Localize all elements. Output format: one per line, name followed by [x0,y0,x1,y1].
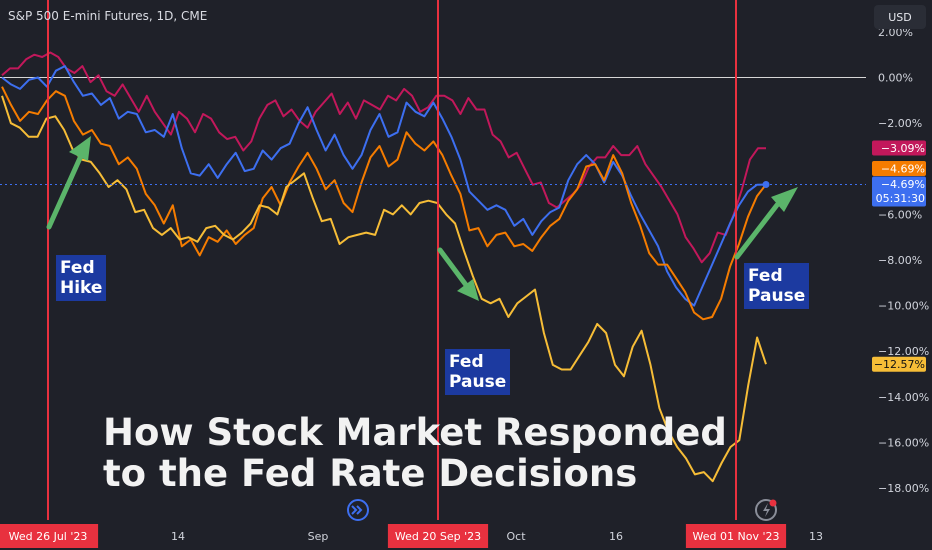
fed-pause-annotation: Fed Pause [744,263,810,309]
series-line-0 [1,51,766,264]
series-layer [0,51,866,483]
time-scale: Wed 26 Jul '23 14 Sep Wed 20 Sep '23 Oct 16 We… [0,524,823,548]
x-tick-label: 14 [171,530,185,543]
event-date-badge [685,524,787,548]
x-tick-label: 16 [609,530,623,543]
event-date-badge [0,524,99,548]
annotation-line: Pause [748,286,806,306]
series-line-3 [1,95,767,483]
flash-alert-icon[interactable] [755,499,777,521]
event-lines-layer [47,0,737,520]
y-tick-label: −8.00% [878,254,922,267]
last-value-label: −4.69% [881,178,925,191]
currency-button[interactable]: USD [874,5,926,29]
x-tick-label: Wed 01 Nov '23 [693,530,780,543]
last-value-tag [872,140,926,156]
chart-title: How Stock Market Responded to the Fed Ra… [103,412,727,494]
y-tick-label: −2.00% [878,117,922,130]
y-tick-label: −10.00% [878,300,929,313]
annotation-line: Fed [748,266,783,286]
last-value-tags: −3.09%−4.69%−4.69%05:31:30−12.57% [872,140,926,372]
last-value-tag [872,356,926,372]
x-tick-label: Wed 20 Sep '23 [395,530,481,543]
y-tick-label: −6.00% [878,208,922,221]
arrow-down-icon [437,247,479,301]
symbol-header[interactable]: S&P 500 E-mini Futures, 1D, CME [8,9,208,23]
y-tick-label: −12.00% [878,345,929,358]
x-tick-label: Sep [308,530,329,543]
series-line-2 [1,86,767,321]
price-axis-pane [866,0,932,550]
annotation-line: Hike [60,278,103,298]
event-date-badge [387,524,489,548]
x-tick-label: Oct [506,530,526,543]
series-line-1 [1,65,767,307]
arrows-layer [46,136,798,301]
last-value-label: −3.09% [881,142,925,155]
last-value-tag [872,176,926,207]
arrow-up-icon [734,187,798,260]
arrow-up-icon [46,136,91,230]
title-line: How Stock Market Responded [103,411,727,454]
y-tick-label: 0.00% [878,72,913,85]
annotation-line: Fed [449,352,484,372]
y-tick-label: −16.00% [878,436,929,449]
replay-forward-icon[interactable] [347,499,369,521]
annotation-line: Pause [449,372,507,392]
last-value-label: −4.69% [881,163,925,176]
x-tick-label: 13 [809,530,823,543]
fed-pause-annotation: Fed Pause [445,349,511,395]
annotation-line: Fed [60,258,95,278]
last-value-label: −12.57% [874,358,925,371]
bar-countdown-label: 05:31:30 [876,192,925,205]
y-tick-label: 2.00% [878,26,913,39]
fed-hike-annotation: Fed Hike [56,255,107,301]
last-value-tag [872,161,926,177]
y-tick-label: −18.00% [878,482,929,495]
y-tick-label: −14.00% [878,391,929,404]
title-line: to the Fed Rate Decisions [103,452,638,495]
x-tick-label: Wed 26 Jul '23 [9,530,88,543]
